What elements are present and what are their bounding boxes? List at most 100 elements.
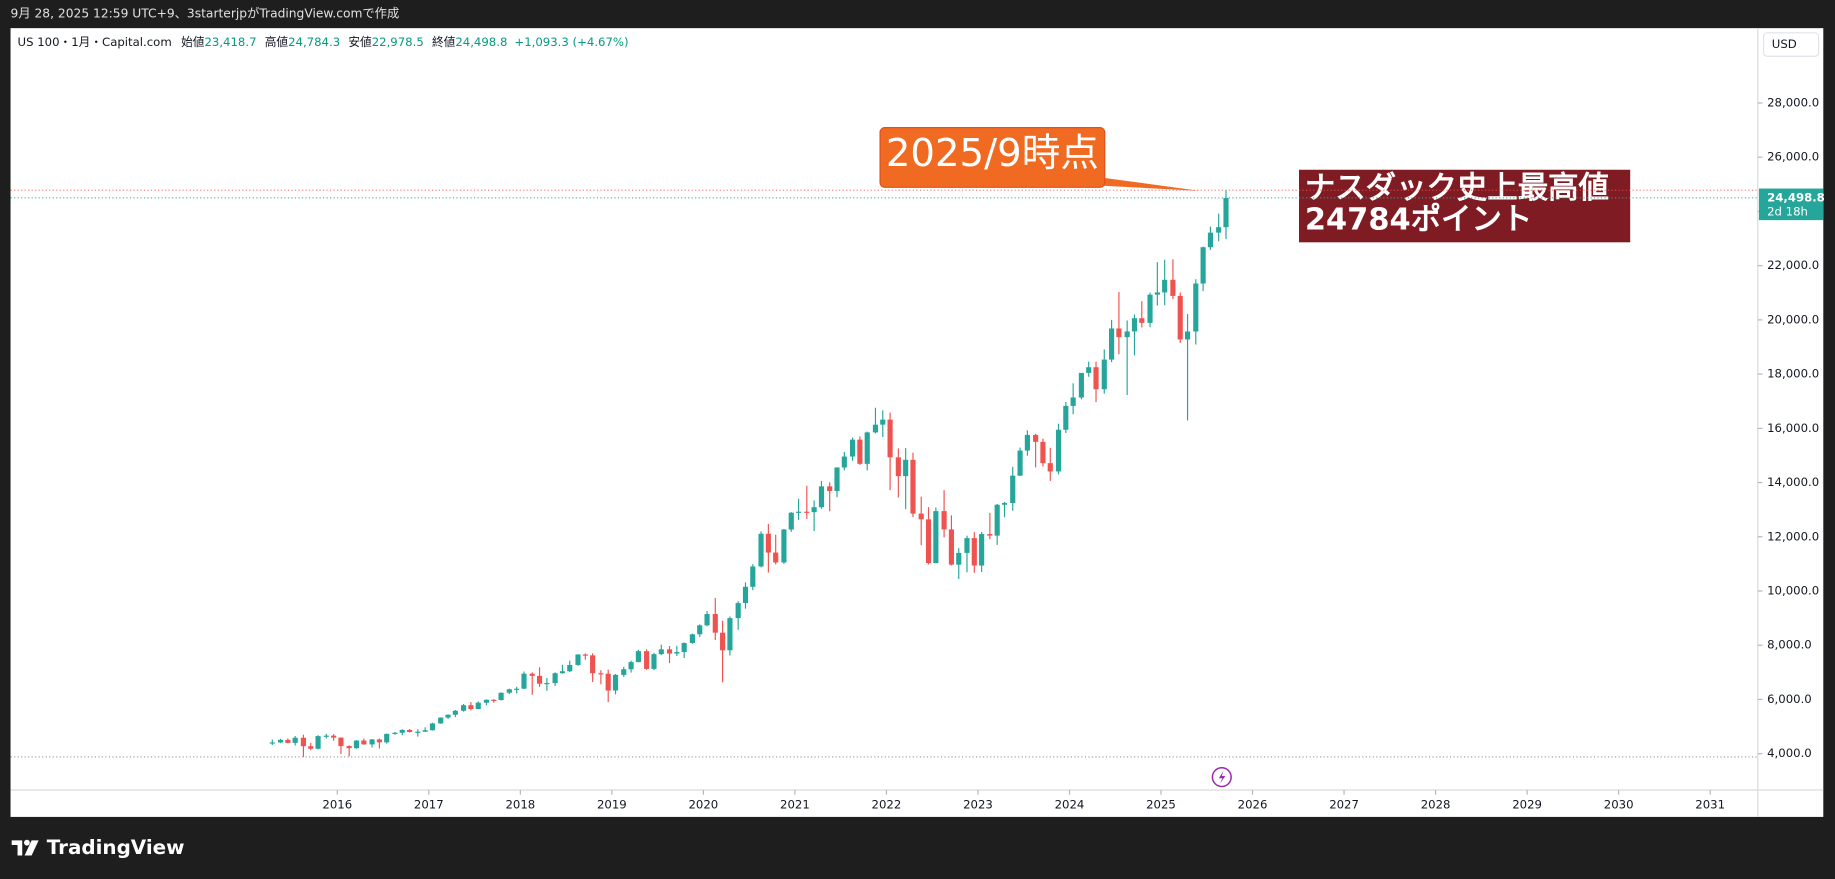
candle-body	[735, 603, 741, 619]
y-tick-label: 16,000.0	[1767, 421, 1819, 435]
candle-body	[1040, 441, 1046, 464]
candle-body	[285, 739, 291, 743]
candle-body	[582, 654, 588, 656]
callout-pointer	[1088, 173, 1200, 191]
candle-body	[1184, 331, 1191, 340]
y-tick-label: 6,000.0	[1767, 692, 1812, 706]
x-tick-label: 2024	[1055, 798, 1085, 812]
candle-body	[483, 699, 490, 703]
candle-body	[567, 664, 573, 672]
candle-body	[827, 486, 833, 492]
candle-body	[750, 566, 756, 587]
candle-body	[315, 736, 321, 749]
candle-body	[559, 671, 566, 674]
x-tick-label: 2029	[1512, 798, 1542, 812]
candle-body	[765, 533, 771, 553]
last-price-label: 24,498.8	[1767, 190, 1825, 204]
candle-body	[575, 654, 581, 665]
legend-field-name: 高値	[265, 35, 289, 49]
y-tick-label: 28,000.0	[1767, 95, 1819, 109]
event-icon-bolt	[1218, 770, 1226, 784]
candle-body	[475, 702, 481, 710]
candle-body	[331, 735, 337, 738]
y-tick-label: 20,000.0	[1767, 312, 1819, 326]
note-text: 24784ポイント	[1305, 203, 1532, 238]
candle-body	[644, 651, 650, 669]
y-tick-label: 12,000.0	[1767, 529, 1819, 543]
x-tick-label: 2022	[872, 798, 902, 812]
candle-body	[452, 710, 458, 715]
note-box	[1299, 169, 1631, 243]
y-tick-label: 8,000.0	[1767, 638, 1812, 652]
candle-body	[612, 674, 619, 691]
candle-body	[376, 739, 382, 743]
candle-body	[1063, 405, 1069, 430]
candle-body	[818, 486, 825, 508]
candle-body	[1193, 283, 1199, 332]
candle-body	[361, 740, 367, 745]
candle-body	[514, 688, 520, 690]
candle-body	[948, 529, 954, 565]
legend-field-value: 22,978.5	[372, 35, 424, 49]
candle-body	[887, 419, 893, 458]
candle-body	[1017, 450, 1023, 476]
candle-body	[445, 714, 451, 718]
y-tick-label: 22,000.0	[1767, 258, 1819, 272]
candle-body	[1055, 429, 1062, 472]
candle-body	[1162, 279, 1168, 293]
candle-body	[994, 504, 1000, 536]
candle-body	[666, 649, 673, 654]
brand: TradingView	[47, 836, 185, 859]
x-tick-label: 2028	[1421, 798, 1451, 812]
x-tick-label: 2023	[963, 798, 993, 812]
candle-body	[1101, 359, 1107, 390]
candle-body	[1024, 434, 1030, 451]
candle-body	[392, 732, 398, 734]
x-tick-label: 2027	[1329, 798, 1359, 812]
candle-body	[429, 723, 436, 731]
candle-body	[872, 424, 879, 433]
candle-body	[269, 742, 275, 744]
candle-body	[628, 662, 634, 670]
candle-body	[1070, 397, 1076, 406]
candle-body	[689, 634, 695, 643]
callout-text: 2025/9時点	[886, 131, 1099, 176]
y-tick-label: 18,000.0	[1767, 367, 1819, 381]
candle-body	[864, 432, 870, 464]
x-tick-label: 2017	[414, 798, 444, 812]
candle-body	[338, 737, 344, 747]
candle-body	[742, 586, 749, 604]
x-tick-label: 2025	[1146, 798, 1176, 812]
candle-body	[1200, 247, 1206, 284]
brand-logo	[11, 839, 39, 856]
candle-body	[300, 737, 306, 747]
candle-body	[590, 655, 596, 674]
candle-body	[621, 669, 627, 675]
candle-body	[781, 529, 787, 563]
x-tick-label: 2020	[689, 798, 719, 812]
candle-body	[1139, 318, 1145, 323]
candle-body	[681, 642, 687, 653]
legend-field-value: 23,418.7	[204, 35, 256, 49]
candle-body	[880, 419, 886, 425]
candle-body	[1154, 292, 1160, 295]
candle-body	[895, 457, 901, 477]
candle-body	[1093, 367, 1099, 390]
candle-body	[1047, 463, 1053, 472]
candle-body	[956, 552, 962, 565]
x-tick-label: 2031	[1695, 798, 1725, 812]
y-tick-label: 14,000.0	[1767, 475, 1819, 489]
candle-body	[1131, 318, 1138, 332]
candle-body	[804, 511, 810, 513]
candle-body	[468, 705, 474, 710]
candle-body	[552, 673, 558, 684]
candle-body	[506, 689, 512, 693]
candle-body	[323, 735, 329, 737]
candle-body	[712, 614, 718, 633]
x-tick-label: 2021	[780, 798, 810, 812]
candle-body	[903, 459, 909, 477]
candle-body	[536, 675, 543, 684]
candle-body	[369, 739, 375, 745]
x-tick-label: 2016	[322, 798, 352, 812]
